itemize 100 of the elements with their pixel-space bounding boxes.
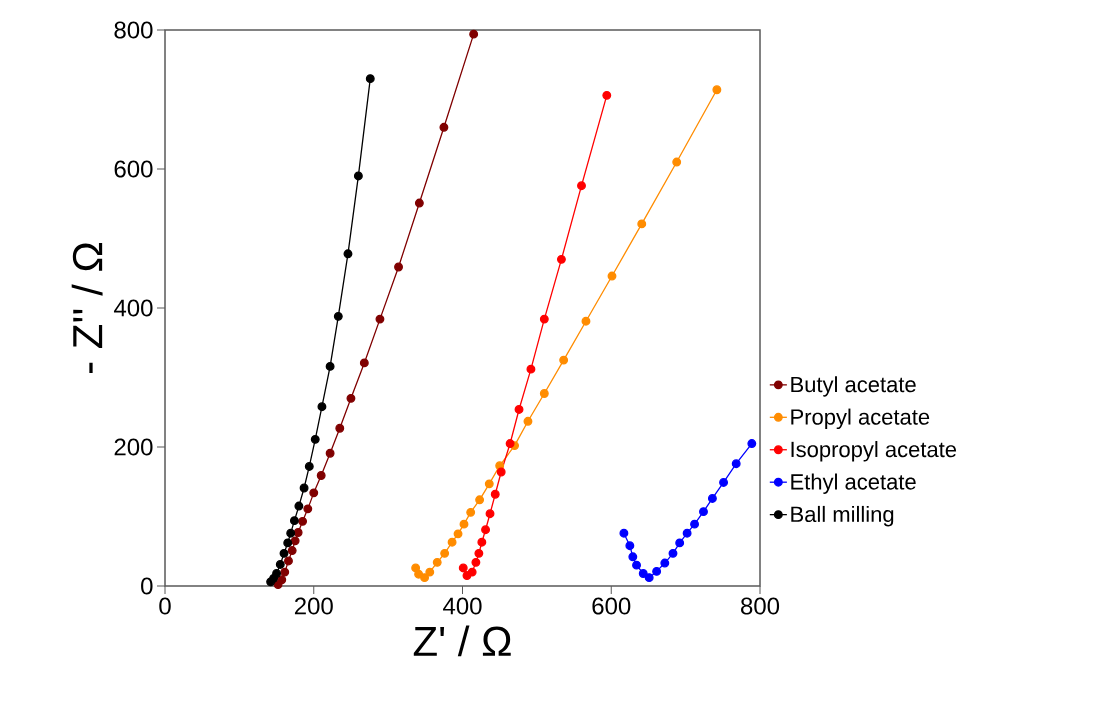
point [375,314,385,324]
point [628,552,638,562]
point [668,548,678,558]
point [294,501,304,511]
point [632,560,641,570]
point [660,558,670,568]
legend-label: Isopropyl acetate [791,441,957,462]
point [514,405,524,414]
y-axis-title: - Z'' / Ω [71,242,103,374]
point [359,358,369,368]
legend-label: Ball milling [791,505,894,527]
point [602,90,612,100]
x-tick-label: 0 [159,597,171,615]
point [325,361,335,371]
point [747,439,757,448]
point [459,519,469,529]
point [346,393,356,403]
point [317,402,327,412]
point [440,548,450,558]
point [272,569,282,578]
point [484,479,494,489]
point [672,157,682,167]
point [275,560,285,569]
point [675,538,685,548]
point [439,122,449,132]
point [526,364,536,374]
x-axis-title: Z' / Ω [413,625,511,657]
point [414,198,424,208]
point [707,493,717,503]
point [469,29,479,39]
y-tick-label: 800 [114,21,153,39]
point [458,563,468,573]
point [283,538,293,548]
point [298,516,308,526]
point [293,528,303,537]
x-tick-label: 800 [741,597,780,615]
point [637,219,647,229]
point [287,546,297,556]
point [682,528,692,538]
point [577,181,586,191]
point [333,311,343,321]
point [394,262,403,272]
point [556,254,566,264]
point [279,548,289,558]
point [644,573,654,583]
point [453,529,463,539]
point [471,557,481,567]
point [290,536,300,546]
point [309,488,319,498]
legend-label: Propyl acetate [791,408,930,430]
point [505,439,515,448]
point [699,507,708,517]
point [719,477,729,487]
point [652,566,662,576]
legend-label: Butyl acetate [791,376,916,397]
point [365,74,375,84]
x-tick-label: 600 [592,597,631,615]
point [539,389,549,398]
point [425,567,435,577]
point [475,495,485,505]
x-tick-label: 200 [294,597,333,615]
point [581,316,591,326]
point [335,423,345,433]
point [343,249,353,259]
x-tick-label: 400 [443,597,482,615]
point [625,541,635,551]
point [447,537,457,547]
point [325,448,335,458]
point [496,467,506,477]
point [289,516,299,526]
point [474,548,484,558]
y-tick-label: 400 [113,299,153,317]
point [539,314,549,324]
point [303,504,313,514]
point [284,556,293,566]
point [712,85,722,95]
y-tick-label: 200 [114,438,153,456]
point [731,459,741,469]
point [420,573,430,583]
point [690,519,700,529]
point [310,434,320,444]
point [353,171,363,181]
y-tick-label: 0 [141,577,153,595]
point [490,489,500,499]
point [467,567,477,577]
point [299,483,309,493]
point [619,528,629,538]
point [559,355,569,365]
point [316,471,326,480]
point [523,416,533,426]
point [477,537,487,547]
point [286,528,296,538]
point [607,271,617,281]
y-tick-label: 600 [114,160,153,178]
point [466,507,476,517]
point [280,567,290,577]
point [277,575,287,585]
point [485,509,495,519]
legend-label: Ethyl acetate [791,473,916,494]
point [304,462,314,471]
